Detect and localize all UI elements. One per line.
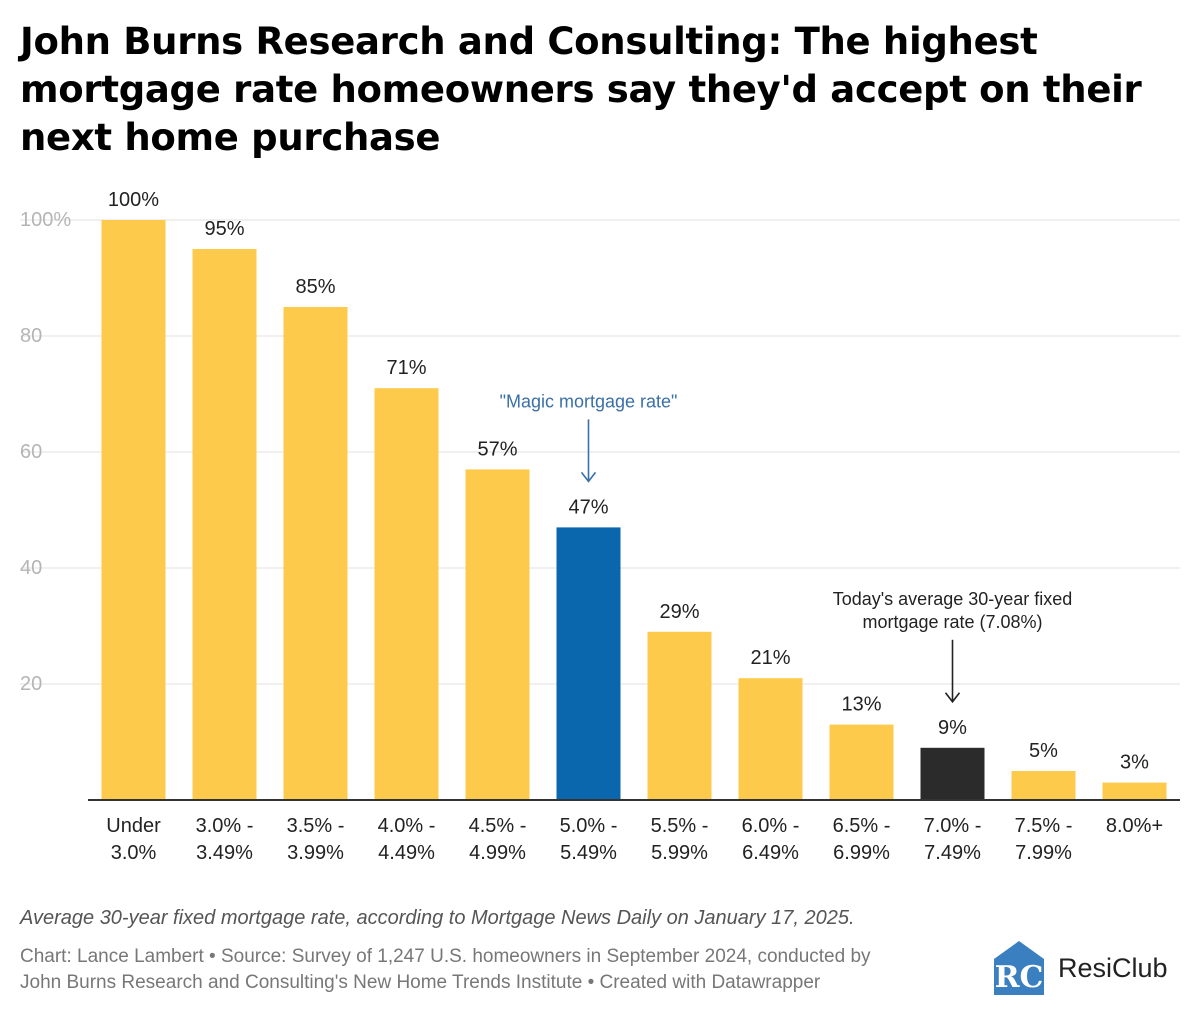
bar: [283, 307, 348, 800]
annotation-arrowhead: [944, 692, 961, 704]
bar: [920, 747, 985, 800]
house-logo-icon: RC: [994, 941, 1044, 995]
x-tick-label: 8.0%+: [1106, 815, 1163, 837]
logo-name: ResiClub: [1058, 952, 1168, 983]
x-tick-label: 3.0% -3.49%: [196, 815, 254, 864]
logo-mark: RC: [995, 960, 1044, 995]
data-label: 3%: [1120, 752, 1149, 774]
data-label: 5%: [1029, 740, 1058, 762]
x-tick-label: 4.0% -4.49%: [378, 815, 436, 864]
annotations: "Magic mortgage rate" Today's average 30-…: [500, 391, 1073, 704]
bars: [101, 220, 1167, 800]
data-label: 71%: [386, 357, 426, 379]
y-tick-label: 100%: [20, 209, 71, 231]
bar: [1102, 782, 1167, 800]
bar-chart: 20 40 60 80 100% 100% 95% 85% 71% 57% 47% 29% 21% 13…: [20, 189, 1180, 864]
resiclub-logo: RC ResiClub: [990, 938, 1168, 998]
x-tick-label: 4.5% -4.99%: [469, 815, 527, 864]
x-tick-label: 5.0% -5.49%: [560, 815, 618, 864]
annotation-arrowhead: [580, 471, 597, 483]
x-tick-label: 5.5% -5.99%: [651, 815, 709, 864]
data-label: 13%: [841, 694, 881, 716]
x-tick-label: 3.5% -3.99%: [287, 815, 345, 864]
annotation-text: "Magic mortgage rate": [500, 391, 678, 411]
credits-line-1: Chart: Lance Lambert • Source: Survey of…: [20, 946, 871, 967]
y-tick-label: 40: [20, 557, 42, 579]
bar: [738, 678, 803, 800]
bar: [1011, 771, 1076, 800]
data-label: 85%: [295, 276, 335, 298]
bar: [101, 220, 166, 800]
x-tick-label: 7.5% -7.99%: [1015, 815, 1073, 864]
bar: [465, 469, 530, 800]
data-label: 57%: [477, 438, 517, 460]
data-label: 21%: [750, 647, 790, 669]
x-axis: Under 3.0% 3.0% -3.49% 3.5% -3.99% 4.0% -4.4…: [88, 799, 1180, 864]
y-tick-label: 20: [20, 673, 42, 695]
data-label: 9%: [938, 717, 967, 739]
data-label: 95%: [204, 218, 244, 240]
y-tick-label: 80: [20, 325, 42, 347]
bar: [829, 724, 894, 800]
bar: [192, 249, 257, 800]
x-tick-label: 7.0% -7.49%: [924, 815, 982, 864]
credits-line-2: John Burns Research and Consulting's New…: [20, 972, 821, 993]
bar: [556, 527, 621, 800]
credits: Chart: Lance Lambert • Source: Survey of…: [20, 944, 970, 996]
y-tick-label: 60: [20, 441, 42, 463]
annotation-text: Today's average 30-year fixed mortgage ra…: [833, 589, 1073, 632]
chart-title: John Burns Research and Consulting: The …: [20, 20, 1142, 159]
bar: [647, 631, 712, 800]
bar: [374, 388, 439, 800]
gridlines: 20 40 60 80 100%: [20, 209, 1180, 695]
value-labels: 100% 95% 85% 71% 57% 47% 29% 21% 13% 9% 5% 3%: [108, 189, 1149, 774]
data-label: 47%: [568, 496, 608, 518]
x-tick-label: 6.0% -6.49%: [742, 815, 800, 864]
x-tick-label: Under 3.0%: [106, 815, 161, 864]
x-tick-label: 6.5% -6.99%: [833, 815, 891, 864]
data-label: 29%: [659, 601, 699, 623]
data-label: 100%: [108, 189, 159, 211]
footnote: Average 30-year fixed mortgage rate, acc…: [20, 907, 855, 929]
